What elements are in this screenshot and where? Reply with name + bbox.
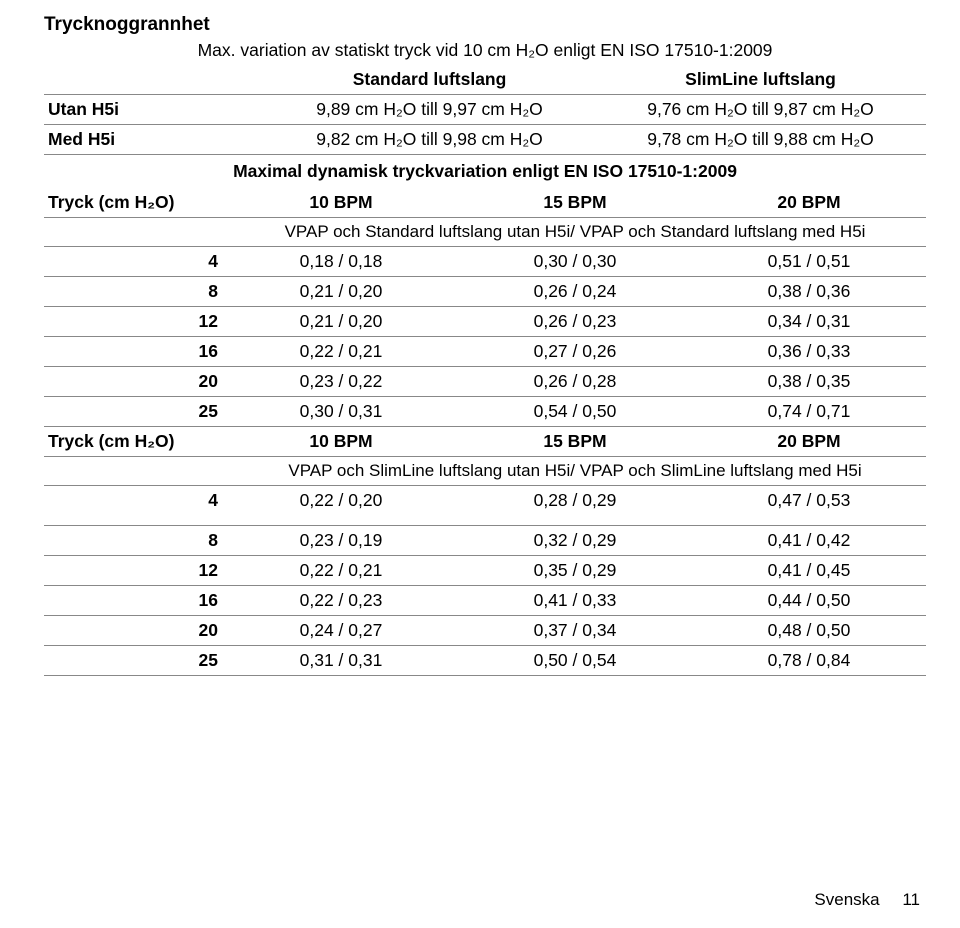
bpm-header: 20 BPM bbox=[692, 188, 926, 218]
cell: 0,32 / 0,29 bbox=[458, 526, 692, 556]
table-row: 80,23 / 0,190,32 / 0,290,41 / 0,42 bbox=[44, 526, 926, 556]
cell: 0,47 / 0,53 bbox=[692, 486, 926, 526]
table-row: 160,22 / 0,230,41 / 0,330,44 / 0,50 bbox=[44, 586, 926, 616]
table-row: 160,22 / 0,210,27 / 0,260,36 / 0,33 bbox=[44, 337, 926, 367]
cell: 0,23 / 0,19 bbox=[224, 526, 458, 556]
pressure-value: 20 bbox=[44, 616, 224, 646]
cell: 0,36 / 0,33 bbox=[692, 337, 926, 367]
footer: Svenska 11 bbox=[814, 890, 920, 910]
pressure-value: 16 bbox=[44, 337, 224, 367]
bpm-header: 10 BPM bbox=[224, 188, 458, 218]
cell: 0,27 / 0,26 bbox=[458, 337, 692, 367]
table-row: Med H5i 9,82 cm H₂O till 9,98 cm H₂O 9,7… bbox=[44, 125, 926, 155]
static-table: Standard luftslang SlimLine luftslang Ut… bbox=[44, 65, 926, 155]
dynamic-table-1: Tryck (cm H₂O) 10 BPM 15 BPM 20 BPM VPAP… bbox=[44, 188, 926, 427]
cell: 0,54 / 0,50 bbox=[458, 397, 692, 427]
cell: 0,26 / 0,24 bbox=[458, 277, 692, 307]
bpm-header: 20 BPM bbox=[692, 427, 926, 457]
table-row: 120,21 / 0,200,26 / 0,230,34 / 0,31 bbox=[44, 307, 926, 337]
cell: 9,82 cm H₂O till 9,98 cm H₂O bbox=[264, 125, 595, 155]
cell: 9,78 cm H₂O till 9,88 cm H₂O bbox=[595, 125, 926, 155]
cell: 0,30 / 0,30 bbox=[458, 247, 692, 277]
pressure-value: 8 bbox=[44, 277, 224, 307]
cell: 0,74 / 0,71 bbox=[692, 397, 926, 427]
cell: 0,38 / 0,36 bbox=[692, 277, 926, 307]
pressure-value: 4 bbox=[44, 486, 224, 526]
cell: 0,28 / 0,29 bbox=[458, 486, 692, 526]
cell: 0,50 / 0,54 bbox=[458, 646, 692, 676]
cell: 0,44 / 0,50 bbox=[692, 586, 926, 616]
cell: 0,31 / 0,31 bbox=[224, 646, 458, 676]
cell: 0,78 / 0,84 bbox=[692, 646, 926, 676]
cell: 0,22 / 0,21 bbox=[224, 556, 458, 586]
table-row: 200,24 / 0,270,37 / 0,340,48 / 0,50 bbox=[44, 616, 926, 646]
subhead-1: VPAP och Standard luftslang utan H5i/ VP… bbox=[224, 218, 926, 247]
pressure-value: 16 bbox=[44, 586, 224, 616]
cell: 0,35 / 0,29 bbox=[458, 556, 692, 586]
cell: 0,22 / 0,23 bbox=[224, 586, 458, 616]
cell: 0,22 / 0,20 bbox=[224, 486, 458, 526]
pressure-value: 20 bbox=[44, 367, 224, 397]
cell: 0,21 / 0,20 bbox=[224, 277, 458, 307]
cell: 0,18 / 0,18 bbox=[224, 247, 458, 277]
pressure-value: 4 bbox=[44, 247, 224, 277]
cell: 0,41 / 0,45 bbox=[692, 556, 926, 586]
table-row: 200,23 / 0,220,26 / 0,280,38 / 0,35 bbox=[44, 367, 926, 397]
cell: 0,24 / 0,27 bbox=[224, 616, 458, 646]
subhead-2: VPAP och SlimLine luftslang utan H5i/ VP… bbox=[224, 457, 926, 486]
table-row: 250,31 / 0,310,50 / 0,540,78 / 0,84 bbox=[44, 646, 926, 676]
pressure-value: 25 bbox=[44, 397, 224, 427]
col-slimline: SlimLine luftslang bbox=[595, 65, 926, 95]
dynamic-table-2: Tryck (cm H₂O) 10 BPM 15 BPM 20 BPM VPAP… bbox=[44, 427, 926, 676]
max-variation-title: Max. variation av statiskt tryck vid 10 … bbox=[44, 40, 926, 61]
cell: 0,23 / 0,22 bbox=[224, 367, 458, 397]
row-label: Utan H5i bbox=[44, 95, 264, 125]
cell: 9,76 cm H₂O till 9,87 cm H₂O bbox=[595, 95, 926, 125]
cell: 0,41 / 0,33 bbox=[458, 586, 692, 616]
tryck-heading: Tryck (cm H₂O) bbox=[44, 427, 224, 457]
bpm-header: 15 BPM bbox=[458, 427, 692, 457]
cell: 0,30 / 0,31 bbox=[224, 397, 458, 427]
dynamic-title: Maximal dynamisk tryckvariation enligt E… bbox=[44, 161, 926, 182]
row-label: Med H5i bbox=[44, 125, 264, 155]
pressure-value: 12 bbox=[44, 556, 224, 586]
pressure-value: 25 bbox=[44, 646, 224, 676]
table-row: 40,18 / 0,180,30 / 0,300,51 / 0,51 bbox=[44, 247, 926, 277]
table-row: 40,22 / 0,200,28 / 0,290,47 / 0,53 bbox=[44, 486, 926, 526]
table-row: 80,21 / 0,200,26 / 0,240,38 / 0,36 bbox=[44, 277, 926, 307]
bpm-header: 10 BPM bbox=[224, 427, 458, 457]
tryck-heading: Tryck (cm H₂O) bbox=[44, 188, 224, 218]
footer-page: 11 bbox=[902, 890, 920, 909]
cell: 0,48 / 0,50 bbox=[692, 616, 926, 646]
pressure-value: 12 bbox=[44, 307, 224, 337]
pressure-value: 8 bbox=[44, 526, 224, 556]
cell: 0,41 / 0,42 bbox=[692, 526, 926, 556]
cell: 0,51 / 0,51 bbox=[692, 247, 926, 277]
cell: 9,89 cm H₂O till 9,97 cm H₂O bbox=[264, 95, 595, 125]
cell: 0,26 / 0,28 bbox=[458, 367, 692, 397]
table-row: 120,22 / 0,210,35 / 0,290,41 / 0,45 bbox=[44, 556, 926, 586]
cell: 0,37 / 0,34 bbox=[458, 616, 692, 646]
table-row: 250,30 / 0,310,54 / 0,500,74 / 0,71 bbox=[44, 397, 926, 427]
bpm-header: 15 BPM bbox=[458, 188, 692, 218]
page-title: Trycknoggrannhet bbox=[44, 14, 926, 36]
cell: 0,22 / 0,21 bbox=[224, 337, 458, 367]
table-row: Utan H5i 9,89 cm H₂O till 9,97 cm H₂O 9,… bbox=[44, 95, 926, 125]
cell: 0,21 / 0,20 bbox=[224, 307, 458, 337]
col-standard: Standard luftslang bbox=[264, 65, 595, 95]
footer-lang: Svenska bbox=[814, 890, 879, 909]
cell: 0,26 / 0,23 bbox=[458, 307, 692, 337]
cell: 0,38 / 0,35 bbox=[692, 367, 926, 397]
cell: 0,34 / 0,31 bbox=[692, 307, 926, 337]
